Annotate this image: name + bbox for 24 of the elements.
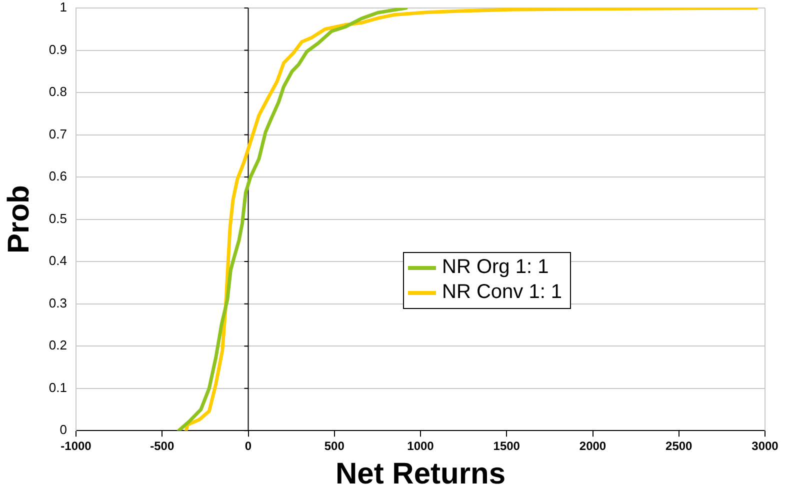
x-tick-label: 2000 — [579, 439, 606, 454]
y-tick-label: 0.7 — [48, 126, 67, 142]
x-tick-label: 3000 — [752, 439, 779, 454]
x-tick-label: 1000 — [407, 439, 434, 454]
y-tick-label: 0.8 — [48, 84, 67, 100]
legend-label: NR Org 1: 1 — [442, 255, 549, 280]
x-tick-label: -1000 — [60, 439, 92, 454]
x-tick-label: 1500 — [493, 439, 520, 454]
y-tick-label: 0.5 — [48, 210, 67, 226]
x-tick-label: 0 — [244, 439, 252, 454]
x-axis-title: Net Returns — [335, 457, 506, 490]
x-tick-label: 2500 — [666, 439, 693, 454]
y-tick-label: 0 — [60, 422, 67, 438]
x-tick-label: 500 — [324, 439, 345, 454]
legend-label: NR Conv 1: 1 — [442, 280, 562, 305]
y-axis-title: Prob — [2, 185, 36, 254]
y-tick-label: 0.4 — [48, 253, 67, 268]
y-tick-label: 0.1 — [48, 380, 67, 395]
y-tick-label: 1 — [60, 0, 67, 15]
y-tick-label: 0.2 — [48, 338, 67, 353]
y-tick-label: 0.3 — [48, 295, 67, 310]
y-tick-label: 0.6 — [48, 168, 67, 184]
y-tick-label: 0.9 — [48, 42, 67, 57]
x-tick-label: -500 — [150, 439, 174, 454]
